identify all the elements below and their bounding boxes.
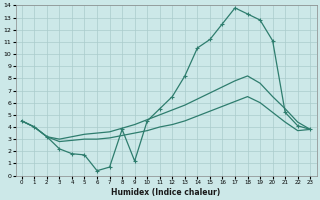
- X-axis label: Humidex (Indice chaleur): Humidex (Indice chaleur): [111, 188, 221, 197]
